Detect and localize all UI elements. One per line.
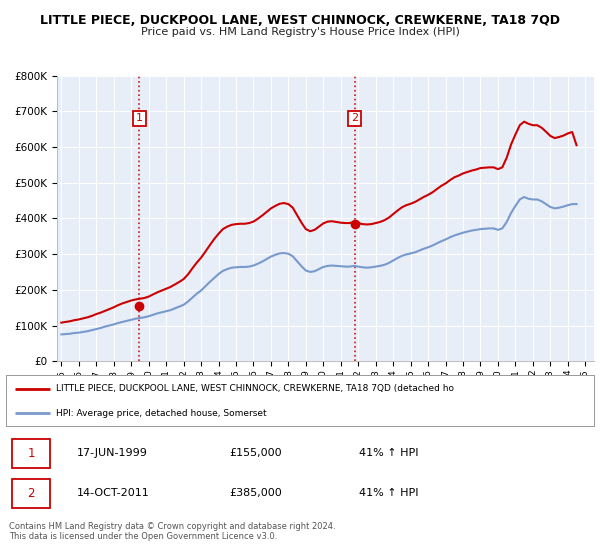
Text: 1: 1	[28, 447, 35, 460]
Text: 17-JUN-1999: 17-JUN-1999	[77, 449, 148, 458]
Text: 2: 2	[28, 487, 35, 500]
Text: 41% ↑ HPI: 41% ↑ HPI	[359, 449, 418, 458]
Text: 14-OCT-2011: 14-OCT-2011	[77, 488, 149, 498]
Text: Price paid vs. HM Land Registry's House Price Index (HPI): Price paid vs. HM Land Registry's House …	[140, 27, 460, 37]
Text: This data is licensed under the Open Government Licence v3.0.: This data is licensed under the Open Gov…	[9, 532, 277, 541]
Text: 41% ↑ HPI: 41% ↑ HPI	[359, 488, 418, 498]
Text: £385,000: £385,000	[229, 488, 282, 498]
Text: 1: 1	[136, 114, 143, 123]
FancyBboxPatch shape	[12, 439, 50, 468]
Text: Contains HM Land Registry data © Crown copyright and database right 2024.: Contains HM Land Registry data © Crown c…	[9, 522, 335, 531]
Text: £155,000: £155,000	[229, 449, 282, 458]
Text: LITTLE PIECE, DUCKPOOL LANE, WEST CHINNOCK, CREWKERNE, TA18 7QD: LITTLE PIECE, DUCKPOOL LANE, WEST CHINNO…	[40, 14, 560, 27]
Text: HPI: Average price, detached house, Somerset: HPI: Average price, detached house, Some…	[56, 408, 266, 418]
Text: 2: 2	[351, 114, 358, 123]
Text: LITTLE PIECE, DUCKPOOL LANE, WEST CHINNOCK, CREWKERNE, TA18 7QD (detached ho: LITTLE PIECE, DUCKPOOL LANE, WEST CHINNO…	[56, 384, 454, 393]
FancyBboxPatch shape	[12, 479, 50, 507]
